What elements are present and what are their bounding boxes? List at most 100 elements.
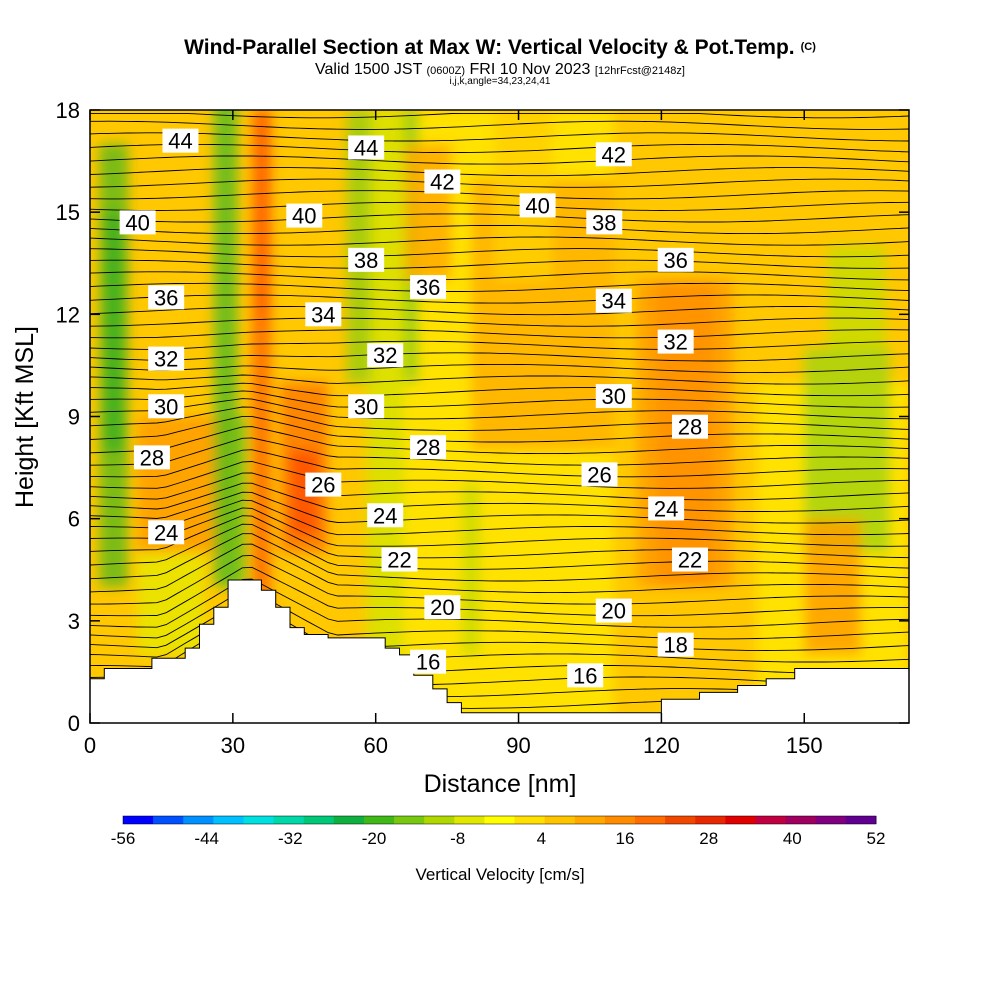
chart-ijk-line: i,j,k,angle=34,23,24,41 xyxy=(449,76,551,87)
colorbar-swatch xyxy=(333,816,365,824)
svg-text:24: 24 xyxy=(373,503,397,528)
svg-text:30: 30 xyxy=(154,394,178,419)
theta-contour-line xyxy=(90,317,909,327)
colorbar-swatch xyxy=(755,816,787,824)
colorbar-tick-label: -20 xyxy=(362,829,387,848)
contour-label: 36 xyxy=(657,247,694,273)
contour-label: 28 xyxy=(671,414,708,440)
svg-text:40: 40 xyxy=(125,210,149,235)
theta-contour-line xyxy=(90,143,909,154)
contour-label: 40 xyxy=(119,210,156,235)
y-tick-label: 0 xyxy=(68,711,80,736)
contour-label: 20 xyxy=(595,598,632,624)
contour-label: 36 xyxy=(148,285,185,310)
theta-contour-line xyxy=(90,201,909,211)
colorbar-swatch xyxy=(484,816,516,824)
x-tick-label: 120 xyxy=(643,733,680,758)
theta-contour-line xyxy=(90,406,909,431)
theta-contour-line xyxy=(90,482,909,512)
theta-contour-line xyxy=(90,415,909,443)
svg-text:28: 28 xyxy=(678,415,702,440)
colorbar-swatch xyxy=(604,816,636,824)
theta-contour-line xyxy=(90,515,909,559)
contour-label: 24 xyxy=(367,503,404,528)
theta-contour-line xyxy=(90,120,909,130)
contour-label: 16 xyxy=(567,663,604,688)
theta-contour-line xyxy=(90,507,909,547)
contour-label: 36 xyxy=(410,275,447,300)
colorbar-swatch xyxy=(213,816,244,824)
svg-text:24: 24 xyxy=(654,496,678,521)
contour-label: 24 xyxy=(148,520,185,545)
theta-contour-line xyxy=(90,566,909,617)
theta-contour-line xyxy=(90,589,909,640)
colorbar-swatch xyxy=(153,816,184,824)
svg-text:28: 28 xyxy=(140,445,164,470)
theta-contour-line xyxy=(90,225,909,235)
svg-text:16: 16 xyxy=(573,663,597,688)
svg-text:38: 38 xyxy=(592,210,616,235)
y-tick-label: 3 xyxy=(68,609,80,634)
theta-contour-line xyxy=(90,306,909,316)
colorbar-swatch xyxy=(845,816,877,824)
colorbar-tick-label: -56 xyxy=(111,829,136,848)
colorbar-swatch xyxy=(815,816,847,824)
theta-contour-line xyxy=(90,132,909,142)
theta-contour-line xyxy=(90,282,909,292)
svg-text:36: 36 xyxy=(416,275,440,300)
contour-label: 16 xyxy=(410,649,447,675)
theta-contour-line xyxy=(90,352,909,362)
svg-text:40: 40 xyxy=(292,204,316,229)
theta-contour-line xyxy=(90,167,909,177)
svg-text:24: 24 xyxy=(154,520,178,545)
colorbar-swatch xyxy=(303,816,335,824)
colorbar-tick-label: 4 xyxy=(537,829,546,848)
theta-contour-line xyxy=(90,491,909,524)
svg-text:30: 30 xyxy=(354,394,378,419)
colorbar-swatch xyxy=(725,816,757,824)
theta-contour-line xyxy=(90,248,909,258)
svg-text:42: 42 xyxy=(602,142,626,167)
contour-label: 42 xyxy=(424,169,461,195)
svg-text:34: 34 xyxy=(602,289,626,314)
theta-contour-line xyxy=(90,190,909,200)
svg-text:32: 32 xyxy=(663,330,687,355)
contour-label: 28 xyxy=(133,445,170,470)
theta-contour-line xyxy=(90,543,909,594)
colorbar-swatch xyxy=(785,816,817,824)
svg-text:44: 44 xyxy=(354,135,378,160)
contour-label: 30 xyxy=(148,394,185,419)
colorbar: -56 -44 -32 -20 -8 4 16 28 40 52 xyxy=(111,815,885,848)
contour-label: 32 xyxy=(657,329,694,355)
colorbar-tick-label: -44 xyxy=(194,829,219,848)
contour-label: 26 xyxy=(305,472,342,498)
colorbar-swatch xyxy=(454,816,485,824)
terrain xyxy=(89,579,910,724)
colorbar-tick-label: -8 xyxy=(450,829,465,848)
contour-label: 30 xyxy=(595,384,632,409)
colorbar-swatch xyxy=(635,816,666,824)
theta-contour-line xyxy=(90,437,909,466)
colorbar-swatch xyxy=(544,816,576,824)
svg-text:38: 38 xyxy=(354,248,378,273)
theta-contour-line xyxy=(90,259,909,269)
theta-contour-line xyxy=(90,523,909,570)
theta-contour-line xyxy=(90,426,909,455)
y-tick-label: 12 xyxy=(56,302,80,327)
colorbar-swatch xyxy=(123,816,154,824)
y-axis-label: Height [Kft MSL] xyxy=(11,326,39,508)
x-tick-label: 30 xyxy=(221,733,245,758)
svg-text:44: 44 xyxy=(168,129,192,154)
y-tick-label: 15 xyxy=(56,200,80,225)
contour-label: 20 xyxy=(424,595,461,620)
colorbar-tick-label: 40 xyxy=(783,829,802,848)
colorbar-label: Vertical Velocity [cm/s] xyxy=(415,865,584,884)
contour-label: 44 xyxy=(348,135,385,160)
colorbar-tick-label: 16 xyxy=(616,829,635,848)
contour-label: 44 xyxy=(162,128,199,154)
svg-text:34: 34 xyxy=(311,302,335,327)
x-tick-label: 150 xyxy=(786,733,823,758)
svg-text:30: 30 xyxy=(602,384,626,409)
svg-text:28: 28 xyxy=(416,435,440,460)
